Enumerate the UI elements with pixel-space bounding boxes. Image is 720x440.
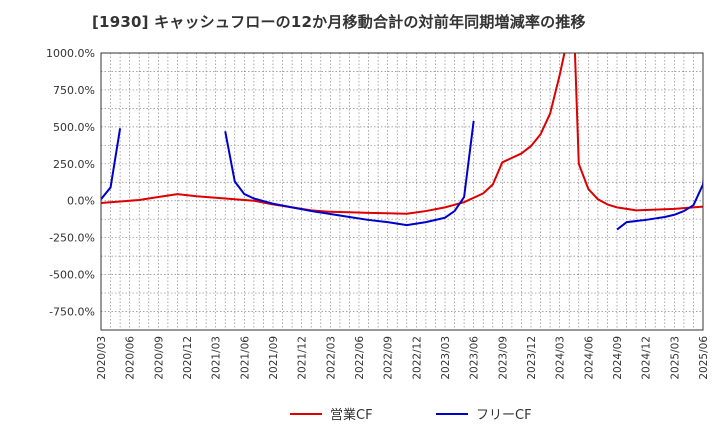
legend-free-cf-label: フリーCF — [476, 408, 532, 423]
series-line-operating-cf — [101, 53, 566, 215]
series-line-operating-cf — [573, 53, 703, 212]
x-tick-label: 2021/12 — [297, 336, 309, 380]
legend: 営業CF フリーCF — [290, 407, 532, 423]
x-tick-label: 2024/12 — [641, 336, 653, 380]
x-tick-label: 2023/06 — [469, 336, 481, 380]
x-tick-label: 2024/06 — [583, 336, 595, 380]
chart-title: [1930] キャッシュフローの12か月移動合計の対前年同期増減率の推移 — [92, 13, 586, 31]
legend-operating-cf-label: 営業CF — [330, 407, 373, 423]
gridlines — [101, 53, 703, 330]
y-tick-label: -500.0% — [49, 269, 95, 282]
x-tick-label: 2025/06 — [698, 336, 710, 380]
x-tick-label: 2024/03 — [555, 336, 567, 380]
x-axis: 2020/03 2020/06 2020/09 2020/12 2021/03 2021/… — [96, 336, 710, 380]
y-tick-label: 250.0% — [53, 158, 95, 171]
x-tick-label: 2020/06 — [125, 336, 137, 380]
series-layer — [101, 53, 703, 231]
series-line-free-cf — [616, 173, 703, 231]
y-axis: 1000.0% 750.0% 500.0% 250.0% 0.0% -250.0% -500… — [46, 47, 95, 319]
x-tick-label: 2021/09 — [268, 336, 280, 380]
x-tick-label: 2020/12 — [182, 336, 194, 380]
y-tick-label: 0.0% — [67, 195, 95, 208]
x-tick-label: 2023/09 — [497, 336, 509, 380]
x-tick-label: 2022/03 — [325, 336, 337, 380]
x-tick-label: 2023/03 — [440, 336, 452, 380]
plot-frame — [100, 52, 704, 331]
x-tick-label: 2023/12 — [526, 336, 538, 380]
y-tick-label: 1000.0% — [46, 47, 95, 60]
x-tick-label: 2020/03 — [96, 336, 108, 380]
x-tick-label: 2024/09 — [612, 336, 624, 380]
x-tick-label: 2022/12 — [411, 336, 423, 380]
y-tick-label: -250.0% — [49, 232, 95, 245]
series-line-free-cf — [101, 128, 122, 200]
x-tick-label: 2025/03 — [669, 336, 681, 380]
x-tick-label: 2021/06 — [239, 336, 251, 380]
x-tick-label: 2022/09 — [383, 336, 395, 380]
x-tick-label: 2021/03 — [211, 336, 223, 380]
series-line-free-cf — [224, 120, 475, 227]
y-tick-label: 750.0% — [53, 84, 95, 97]
x-tick-label: 2022/06 — [354, 336, 366, 380]
y-tick-label: -750.0% — [49, 306, 95, 319]
y-tick-label: 500.0% — [53, 121, 95, 134]
x-tick-label: 2020/09 — [153, 336, 165, 380]
